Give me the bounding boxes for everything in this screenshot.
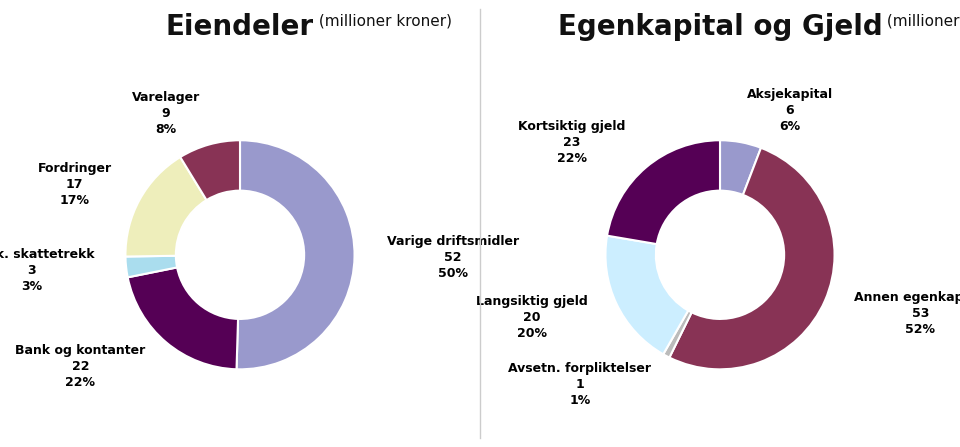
Wedge shape <box>180 140 240 200</box>
Text: Bank og kontanter
22
22%: Bank og kontanter 22 22% <box>15 344 145 389</box>
Text: Varige driftsmidler
52
50%: Varige driftsmidler 52 50% <box>387 235 518 279</box>
Text: Avsetn. forpliktelser
1
1%: Avsetn. forpliktelser 1 1% <box>508 362 651 407</box>
Text: Kortsiktig gjeld
23
22%: Kortsiktig gjeld 23 22% <box>518 120 625 165</box>
Wedge shape <box>236 140 354 369</box>
Text: Eiendeler: Eiendeler <box>166 13 314 42</box>
Text: Varelager
9
8%: Varelager 9 8% <box>132 91 201 136</box>
Wedge shape <box>720 140 761 195</box>
Wedge shape <box>663 311 691 358</box>
Wedge shape <box>607 140 720 244</box>
Text: (millioner kroner): (millioner kroner) <box>882 13 960 29</box>
Wedge shape <box>606 236 688 354</box>
Text: Langsiktig gjeld
20
20%: Langsiktig gjeld 20 20% <box>476 295 588 340</box>
Text: Bank. skattetrekk
3
3%: Bank. skattetrekk 3 3% <box>0 248 94 293</box>
Wedge shape <box>669 148 834 369</box>
Text: Aksjekapital
6
6%: Aksjekapital 6 6% <box>747 88 833 133</box>
Text: Annen egenkapital
53
52%: Annen egenkapital 53 52% <box>854 291 960 336</box>
Wedge shape <box>126 157 206 257</box>
Text: Fordringer
17
17%: Fordringer 17 17% <box>37 161 111 207</box>
Text: Egenkapital og Gjeld: Egenkapital og Gjeld <box>558 13 882 42</box>
Text: (millioner kroner): (millioner kroner) <box>314 13 452 29</box>
Wedge shape <box>126 256 177 277</box>
Wedge shape <box>128 267 238 369</box>
